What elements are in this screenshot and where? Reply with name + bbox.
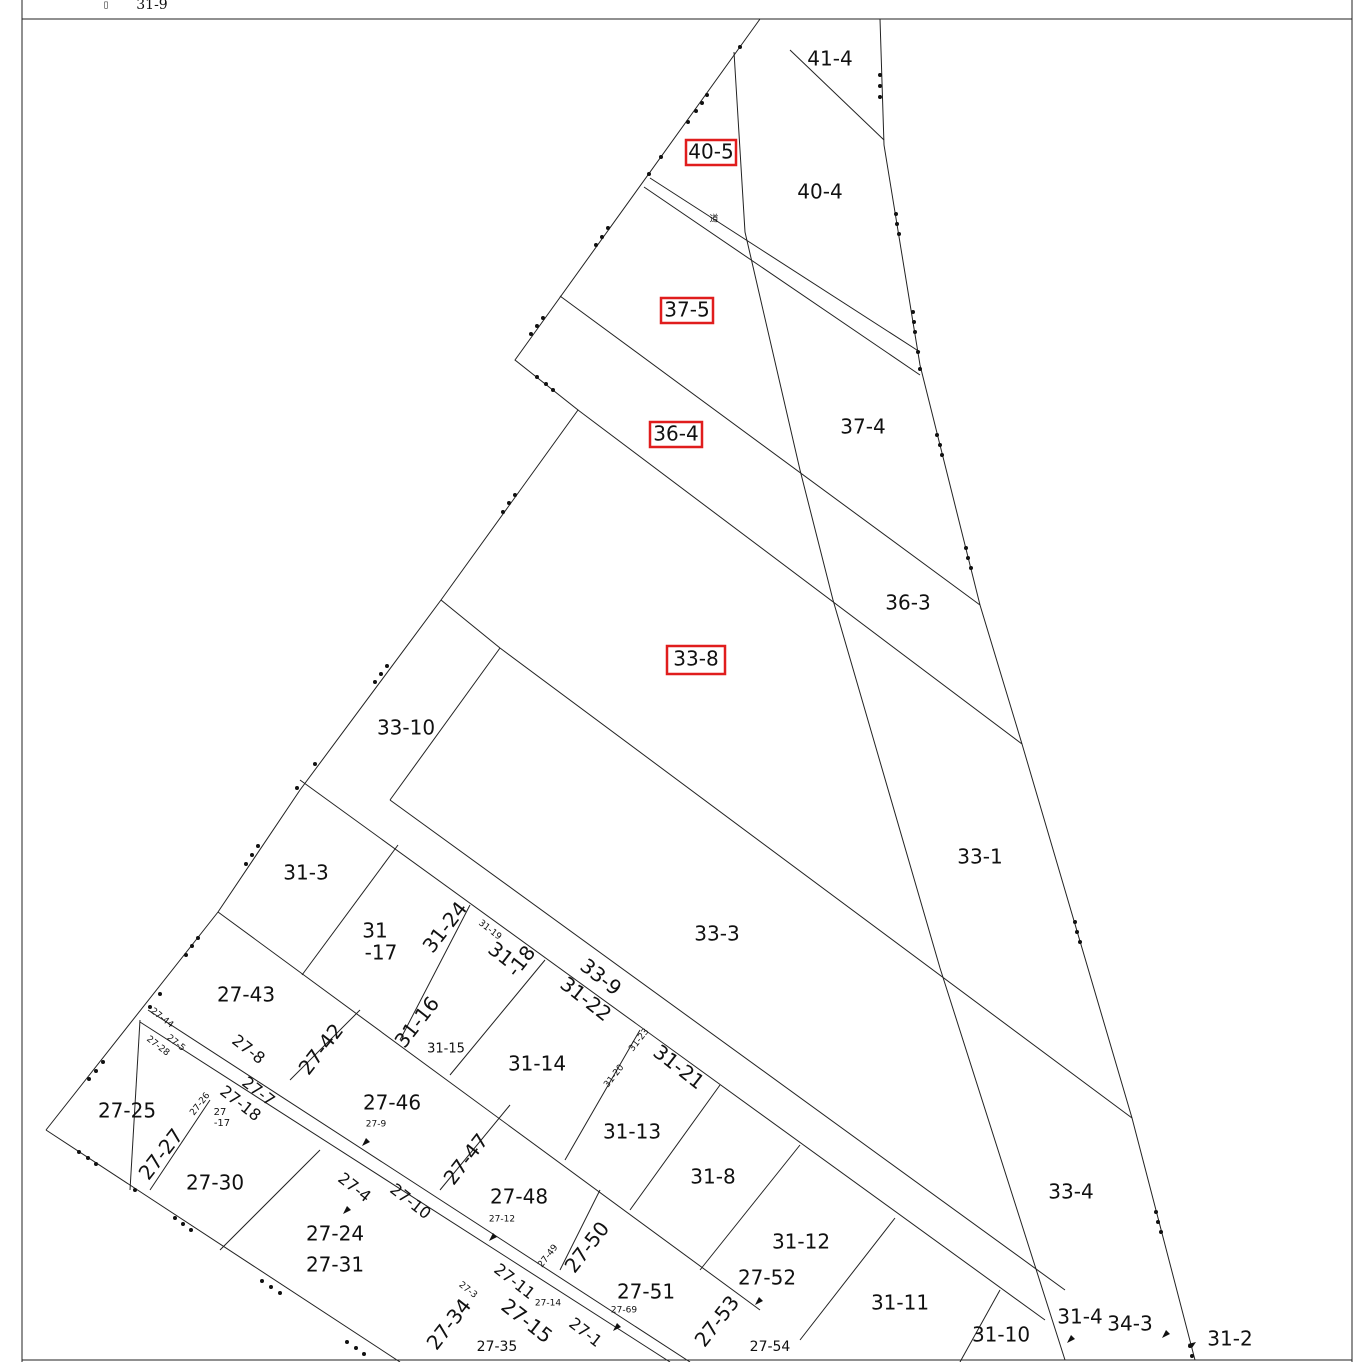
parcel-label: 33-10 [377, 716, 435, 740]
parcel-label: 27-30 [186, 1171, 244, 1195]
parcel-label: 27-53 [689, 1291, 744, 1352]
parcel-label: 27-27 [133, 1124, 188, 1185]
parcel-label: 27-54 [750, 1339, 791, 1355]
parcel-label: 27-14 [535, 1299, 561, 1309]
parcel-label: 27-43 [217, 983, 275, 1007]
parcel-label: 27-44 [148, 1006, 175, 1030]
map-frame [21, 0, 1353, 1362]
road-label: 道 [709, 213, 718, 225]
parcel-label: 27-8 [228, 1031, 268, 1068]
parcel-label: 27-51 [617, 1280, 675, 1304]
parcel-boundaries [45, 18, 1196, 1362]
parcel-label: 40-4 [797, 180, 842, 204]
parcel-label: 27-48 [490, 1185, 548, 1209]
parcel-label: 27-47 [438, 1129, 493, 1190]
parcel-label: 31-10 [972, 1323, 1030, 1347]
parcel-label: 31-24 [417, 897, 472, 958]
parcel-label: 27-9 [366, 1120, 387, 1130]
parcel-label: 37-4 [840, 415, 885, 439]
parcel-label: 31-14 [508, 1052, 566, 1076]
parcel-label: 31-12 [772, 1230, 830, 1254]
parcel-label: 36-3 [885, 591, 930, 615]
parcel-label: 27 [214, 1107, 227, 1118]
header-ref: 31-9 [136, 0, 167, 13]
parcel-label: 27-31 [306, 1253, 364, 1277]
highlight-37-5 [659, 296, 715, 325]
parcel-label: 27-4 [334, 1169, 374, 1206]
parcel-label: 31 [362, 919, 387, 943]
parcel-label: 27-10 [386, 1179, 434, 1223]
parcel-label: 27-1 [565, 1314, 605, 1351]
parcel-label: 33-1 [957, 845, 1002, 869]
parcel-label: 27-12 [489, 1215, 515, 1225]
arrow-pointers [343, 1138, 1196, 1348]
parcel-label: 27-42 [293, 1019, 348, 1080]
boundary-markers [77, 45, 1194, 1358]
parcel-label: 27-49 [536, 1243, 560, 1270]
parcel-label: 33-8 [673, 647, 718, 671]
parcel-label: 31-8 [690, 1165, 735, 1189]
parcel-labels: 41-4 40-5 40-4 37-5 37-4 36-4 36-3 33-8 … [98, 47, 1253, 1356]
parcel-label: 31-15 [427, 1042, 465, 1057]
parcel-label: 27-35 [477, 1339, 518, 1355]
highlight-boxes [648, 138, 738, 676]
highlight-33-8 [665, 644, 727, 676]
parcel-label: 31-13 [603, 1120, 661, 1144]
parcel-label: 37-5 [664, 298, 709, 322]
parcel-label: -17 [365, 941, 398, 965]
parcel-label: 27-24 [306, 1222, 364, 1246]
parcel-label: 27-25 [98, 1099, 156, 1123]
parcel-label: 27-52 [738, 1266, 796, 1290]
highlight-36-4 [648, 420, 704, 449]
parcel-label: 40-5 [688, 140, 733, 164]
parcel-label: -17 [214, 1118, 230, 1129]
parcel-label: 27-34 [421, 1294, 476, 1355]
parcel-label: 33-3 [694, 922, 739, 946]
parcel-label: 36-4 [653, 422, 698, 446]
parcel-label: 31-2 [1207, 1327, 1252, 1351]
parcel-label: 27-69 [611, 1306, 637, 1316]
parcel-label: 33-4 [1048, 1180, 1093, 1204]
highlight-40-5 [684, 138, 738, 167]
parcel-label: 31-3 [283, 861, 328, 885]
header-symbol: ▯ [104, 1, 109, 11]
parcel-label: 27-46 [363, 1091, 421, 1115]
parcel-label: 31-21 [649, 1039, 710, 1094]
parcel-label: 31-23 [627, 1027, 651, 1054]
parcel-label: 31-11 [871, 1291, 929, 1315]
parcel-label: 41-4 [807, 47, 852, 71]
parcel-label: 27-50 [559, 1217, 614, 1278]
parcel-label: 34-3 [1107, 1312, 1152, 1336]
parcel-label: 31-4 [1057, 1305, 1102, 1329]
parcel-label: 31-20 [602, 1063, 626, 1090]
